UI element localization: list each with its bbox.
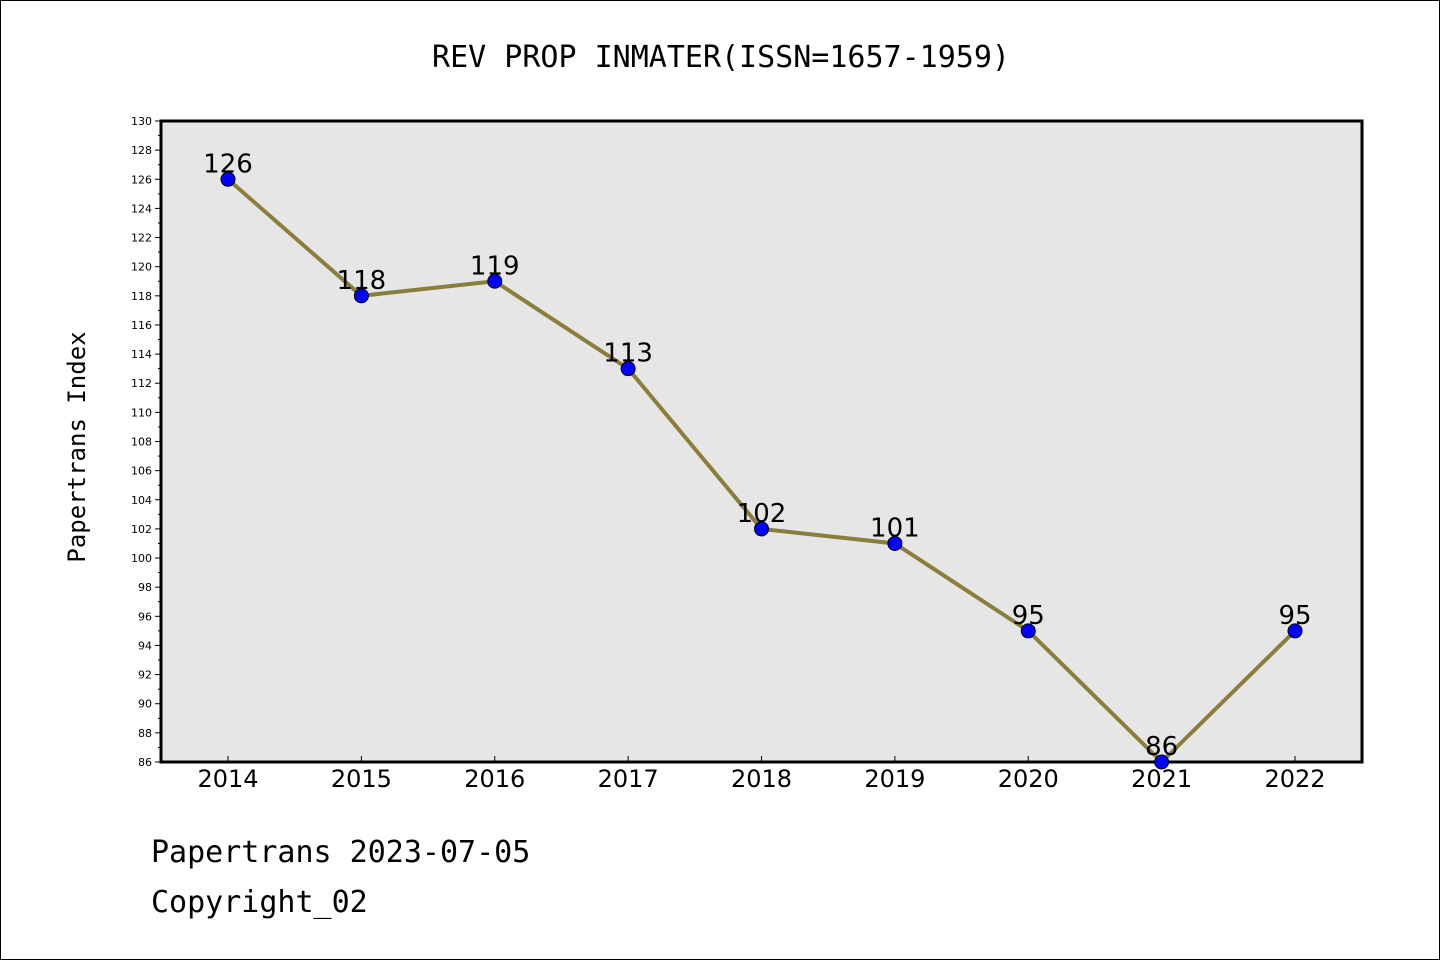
y-tick-label: 102 xyxy=(131,523,152,536)
y-tick-label: 120 xyxy=(131,261,152,274)
x-tick-label: 2018 xyxy=(731,765,792,793)
y-tick-label: 126 xyxy=(131,173,152,186)
footer-copyright: Copyright_02 xyxy=(151,885,368,920)
y-tick-label: 130 xyxy=(131,115,152,128)
data-label: 118 xyxy=(337,266,387,296)
data-point-marker xyxy=(1287,623,1303,639)
y-tick-label: 122 xyxy=(131,232,152,245)
y-axis-label: Papertrans Index xyxy=(63,331,91,562)
x-tick-label: 2014 xyxy=(197,765,258,793)
x-axis: 2014 2015 2016 2017 2018 2019 2020 2021 2022 xyxy=(197,756,1326,793)
y-tick-label: 112 xyxy=(131,377,152,390)
y-axis: 86 88 90 92 94 96 98 100 102 104 106 108 110 112 114 11… xyxy=(131,115,161,769)
y-tick-label: 94 xyxy=(138,639,152,652)
data-label: 119 xyxy=(470,251,520,281)
data-point-marker xyxy=(1020,623,1036,639)
data-points xyxy=(220,171,1303,770)
data-point-marker xyxy=(487,273,503,289)
y-tick-label: 118 xyxy=(131,290,152,303)
data-point-marker xyxy=(754,521,769,537)
x-tick-label: 2019 xyxy=(864,765,925,793)
x-tick-label: 2021 xyxy=(1131,765,1192,793)
y-tick-label: 110 xyxy=(131,406,152,419)
y-tick-label: 92 xyxy=(138,669,152,682)
x-tick-label: 2022 xyxy=(1264,765,1325,793)
data-point-marker xyxy=(353,288,369,304)
y-tick-label: 88 xyxy=(138,727,152,740)
y-tick-label: 116 xyxy=(131,319,152,332)
data-label: 101 xyxy=(870,513,920,543)
y-tick-label: 96 xyxy=(138,610,152,623)
data-point-marker xyxy=(620,361,636,377)
data-label: 102 xyxy=(737,499,787,529)
y-tick-label: 90 xyxy=(138,698,152,711)
x-tick-label: 2020 xyxy=(998,765,1059,793)
y-tick-label: 104 xyxy=(131,494,152,507)
y-tick-label: 106 xyxy=(131,465,152,478)
data-point-marker xyxy=(220,171,236,187)
y-tick-label: 114 xyxy=(131,348,152,361)
y-tick-label: 128 xyxy=(131,144,152,157)
y-tick-label: 108 xyxy=(131,436,152,449)
x-tick-label: 2017 xyxy=(598,765,659,793)
data-label: 95 xyxy=(1012,601,1045,631)
chart-title: REV PROP INMATER(ISSN=1657-1959) xyxy=(432,40,1010,75)
data-labels: 126 118 119 113 102 101 95 86 95 xyxy=(203,149,1311,762)
x-tick-label: 2015 xyxy=(331,765,392,793)
footer-date-line: Papertrans 2023-07-05 xyxy=(151,835,531,870)
data-label: 95 xyxy=(1278,601,1311,631)
plot-area xyxy=(159,119,1364,764)
y-tick-label: 86 xyxy=(138,756,152,769)
data-label: 126 xyxy=(203,149,253,179)
data-label: 86 xyxy=(1145,732,1178,762)
data-label: 113 xyxy=(603,339,653,369)
y-tick-label: 98 xyxy=(138,581,152,594)
x-tick-label: 2016 xyxy=(464,765,525,793)
y-tick-label: 124 xyxy=(131,202,152,215)
data-point-marker xyxy=(887,535,903,551)
data-point-marker xyxy=(1154,754,1170,770)
y-tick-label: 100 xyxy=(131,552,152,565)
